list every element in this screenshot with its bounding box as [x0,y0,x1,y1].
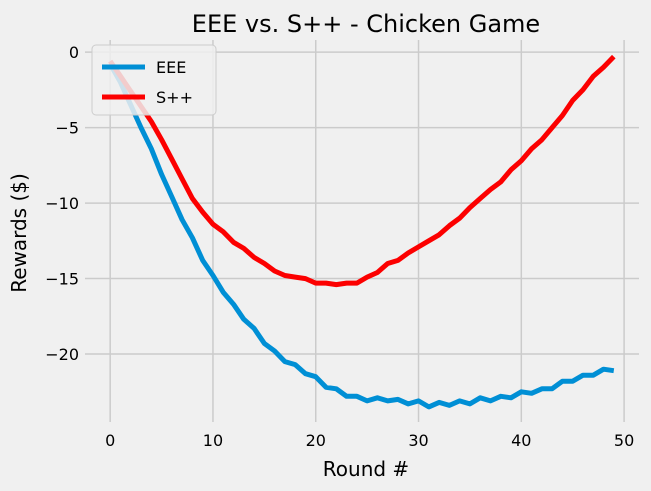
x-tick-label: 20 [306,431,326,450]
legend: EEE S++ [91,44,217,116]
x-axis-ticks: 0 10 20 30 40 50 [105,431,634,450]
series-layer [108,54,616,410]
legend-label-eee: EEE [156,58,186,77]
legend-box [91,44,217,116]
x-tick-label: 40 [511,431,531,450]
chart-title: EEE vs. S++ - Chicken Game [192,10,540,38]
x-tick-label: 0 [105,431,115,450]
y-axis-label: Rewards ($) [7,173,31,293]
x-tick-label: 50 [614,431,634,450]
series-line-spp [108,54,616,288]
y-axis-ticks: 0 −5 −10 −15 −20 [45,43,79,364]
x-axis-label: Round # [323,457,409,481]
legend-label-spp: S++ [156,88,193,107]
y-tick-label: 0 [69,43,79,62]
x-tick-label: 30 [408,431,428,450]
y-tick-label: −15 [45,270,79,289]
y-tick-label: −10 [45,194,79,213]
series-line-eee [108,62,615,410]
y-tick-label: −5 [55,119,79,138]
y-tick-label: −20 [45,345,79,364]
x-tick-label: 10 [203,431,223,450]
